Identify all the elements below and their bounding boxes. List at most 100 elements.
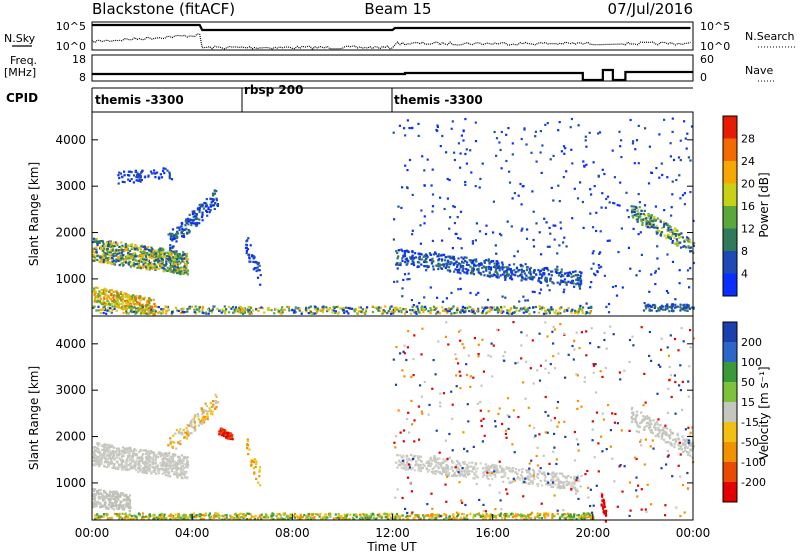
echo-cell [648, 220, 652, 223]
echo-cell [200, 408, 203, 411]
echo-cell [409, 464, 412, 467]
echo-cell [549, 479, 553, 482]
echo-cell [201, 204, 204, 207]
echo-cell [650, 305, 653, 309]
echo-cell [343, 310, 346, 313]
echo-cell [444, 308, 447, 311]
echo-cell [304, 308, 307, 312]
echo-cell [150, 172, 153, 175]
echo-cell [133, 174, 136, 177]
echo-cell [459, 287, 462, 291]
echo-cell [102, 253, 105, 256]
echo-cell [687, 237, 690, 240]
echo-cell [191, 210, 194, 213]
echo-cell [141, 457, 144, 461]
echo-cell [589, 310, 592, 313]
echo-cell [599, 230, 602, 233]
echo-cell [221, 308, 224, 311]
echo-cell [133, 448, 136, 451]
echo-cell [546, 284, 549, 287]
echo-cell [336, 312, 339, 315]
echo-cell [174, 263, 177, 266]
echo-cell [432, 260, 435, 263]
echo-cell [461, 260, 464, 263]
echo-cell [460, 134, 463, 137]
echo-cell [201, 311, 204, 314]
echo-cell [482, 467, 485, 470]
echo-cell [166, 251, 169, 254]
echo-cell [211, 413, 214, 416]
echo-cell [249, 260, 252, 263]
echo-cell [126, 497, 129, 500]
echo-cell [474, 185, 477, 188]
echo-cell [157, 259, 160, 262]
echo-cell [167, 475, 170, 478]
echo-cell [658, 230, 661, 233]
echo-cell [560, 306, 563, 309]
echo-cell [481, 162, 484, 165]
echo-cell [127, 262, 130, 265]
echo-cell [635, 214, 638, 218]
echo-cell [472, 260, 475, 263]
echo-cell [536, 485, 539, 488]
echo-cell [582, 226, 585, 229]
echo-cell [437, 262, 440, 265]
echo-cell [107, 301, 110, 304]
echo-cell [259, 283, 262, 286]
echo-cell [513, 269, 516, 272]
echo-cell [550, 274, 553, 277]
echo-cell [572, 481, 575, 484]
echo-cell [612, 201, 615, 205]
echo-cell [112, 504, 115, 507]
echo-cell [585, 145, 588, 148]
echo-cell [495, 467, 498, 470]
echo-cell [679, 303, 682, 306]
echo-cell [184, 476, 187, 479]
echo-cell [525, 482, 528, 485]
echo-cell [171, 246, 174, 249]
echo-cell [353, 308, 356, 311]
echo-cell [131, 311, 134, 314]
echo-cell [143, 258, 146, 261]
echo-cell [170, 249, 173, 252]
echo-cell [122, 492, 125, 495]
echo-cell [618, 130, 621, 133]
echo-cell [124, 463, 127, 466]
echo-cell [127, 258, 130, 261]
echo-cell [533, 478, 536, 481]
echo-cell [585, 163, 588, 166]
echo-cell [132, 261, 135, 264]
echo-cell [564, 476, 567, 479]
echo-cell [559, 312, 562, 315]
echo-cell [112, 294, 115, 297]
echo-cell [666, 307, 669, 310]
echo-cell [136, 309, 139, 312]
echo-cell [268, 308, 271, 312]
echo-cell [169, 259, 172, 262]
echo-cell [466, 468, 469, 471]
echo-cell [632, 413, 635, 417]
echo-cell [185, 265, 188, 268]
echo-cell [134, 299, 137, 302]
echo-cell [200, 205, 203, 208]
echo-cell [165, 458, 168, 461]
echo-cell [185, 218, 188, 221]
echo-cell [486, 474, 489, 477]
echo-cell [637, 124, 640, 127]
echo-cell [611, 149, 614, 152]
echo-cell [475, 470, 478, 473]
echo-cell [631, 411, 634, 414]
echo-cell [182, 233, 185, 236]
echo-cell [106, 253, 109, 256]
echo-cell [431, 210, 434, 213]
echo-cell [361, 517, 364, 520]
echo-cell [110, 311, 113, 314]
echo-cell [133, 303, 136, 306]
echo-cell [434, 459, 437, 463]
echo-cell [516, 472, 519, 475]
echo-cell [400, 455, 403, 459]
echo-cell [664, 441, 667, 444]
echo-cell [132, 181, 135, 184]
echo-cell [110, 505, 113, 508]
echo-cell [541, 144, 544, 147]
